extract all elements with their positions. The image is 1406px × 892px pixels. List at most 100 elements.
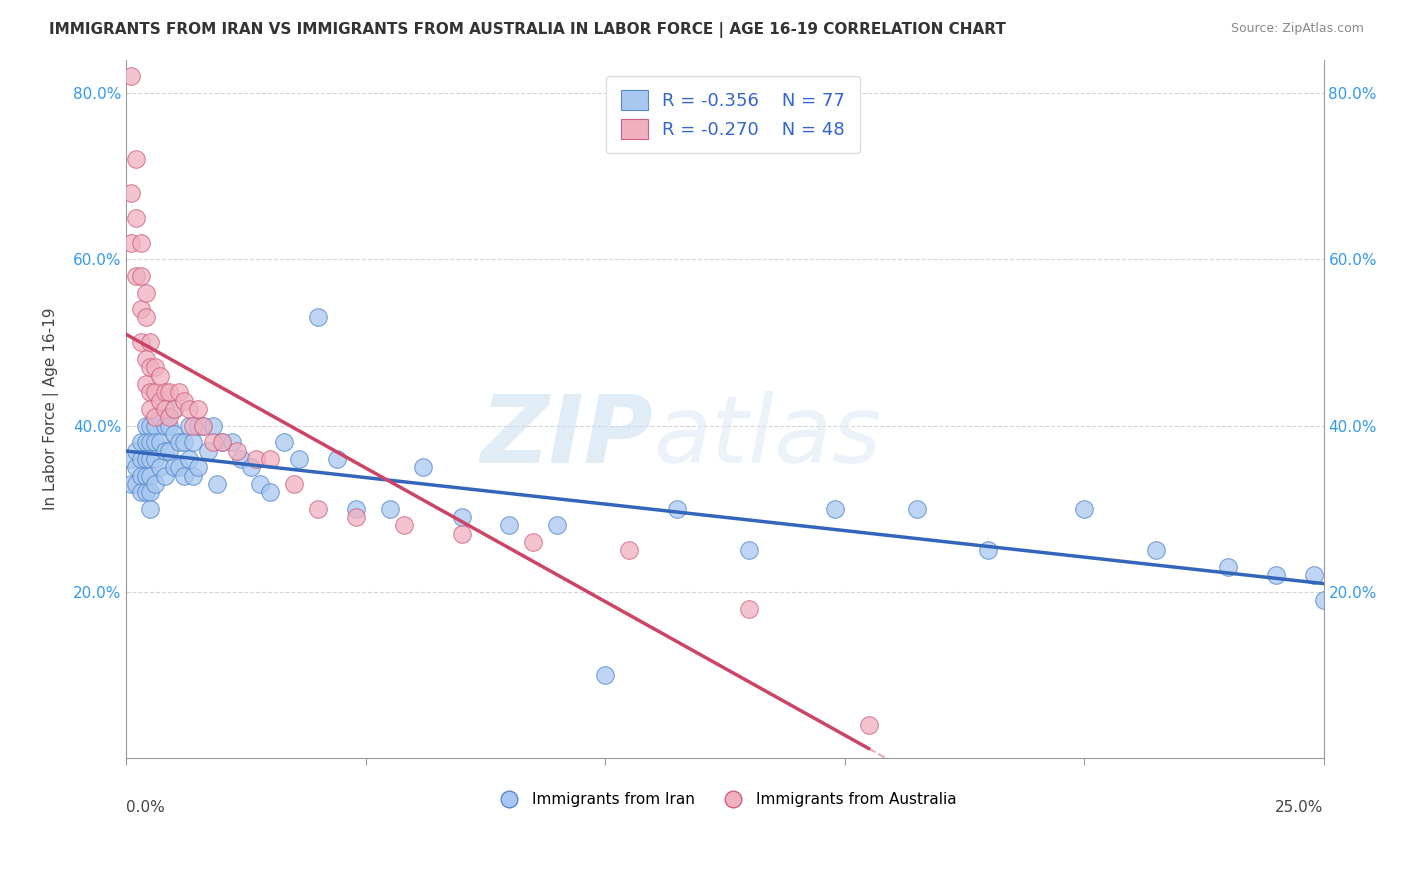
Text: ZIP: ZIP (481, 391, 654, 483)
Point (129, 302, 152, 317)
Point (120, 451, 142, 466)
Point (149, 460, 172, 475)
Point (139, 485, 162, 500)
Point (211, 435, 233, 450)
Text: 0.0%: 0.0% (127, 800, 165, 815)
Point (159, 418, 181, 433)
Point (135, 285, 157, 300)
Point (619, 543, 641, 558)
Point (283, 476, 305, 491)
Point (153, 418, 176, 433)
Point (905, 501, 928, 516)
Point (1216, 560, 1239, 574)
Point (149, 393, 172, 408)
Point (231, 451, 253, 466)
Point (149, 368, 172, 383)
Point (139, 451, 162, 466)
Point (120, 476, 142, 491)
Point (191, 418, 214, 433)
Point (1303, 568, 1326, 582)
Point (211, 435, 233, 450)
Point (187, 460, 209, 475)
Point (143, 451, 166, 466)
Point (163, 460, 186, 475)
Point (159, 410, 181, 425)
Point (125, 153, 148, 167)
Point (159, 443, 181, 458)
Point (139, 435, 162, 450)
Point (167, 435, 190, 450)
Point (183, 435, 205, 450)
Point (858, 718, 880, 732)
Point (239, 460, 262, 475)
Point (666, 501, 689, 516)
Point (153, 401, 176, 416)
Point (245, 451, 267, 466)
Point (167, 460, 190, 475)
Point (259, 451, 281, 466)
Point (225, 443, 247, 458)
Point (197, 443, 219, 458)
Point (344, 501, 367, 516)
Point (163, 401, 186, 416)
Point (129, 435, 152, 450)
Point (977, 543, 1000, 558)
Point (173, 393, 195, 408)
Point (149, 435, 172, 450)
Point (129, 451, 152, 466)
Point (450, 510, 472, 524)
Point (201, 418, 224, 433)
Text: atlas: atlas (654, 392, 882, 483)
Point (129, 468, 152, 483)
Point (125, 211, 148, 225)
Text: 25.0%: 25.0% (1275, 800, 1323, 815)
Point (183, 468, 205, 483)
Point (249, 476, 271, 491)
Point (450, 526, 472, 541)
Point (177, 401, 200, 416)
Point (143, 476, 166, 491)
Point (412, 460, 434, 475)
Point (273, 435, 295, 450)
Point (1144, 543, 1167, 558)
Point (167, 385, 190, 400)
Point (125, 476, 148, 491)
Point (135, 418, 157, 433)
Point (1073, 501, 1095, 516)
Point (129, 235, 152, 250)
Point (139, 418, 162, 433)
Point (824, 501, 846, 516)
Point (187, 418, 209, 433)
Point (139, 360, 162, 375)
Point (125, 460, 148, 475)
Point (143, 435, 166, 450)
Point (163, 401, 186, 416)
Point (125, 268, 148, 283)
Point (143, 418, 166, 433)
Point (135, 485, 157, 500)
Point (207, 476, 229, 491)
Point (149, 410, 172, 425)
Point (120, 186, 142, 200)
Point (163, 426, 186, 441)
Point (153, 385, 176, 400)
Point (522, 535, 544, 549)
Point (139, 501, 162, 516)
Point (593, 668, 616, 682)
Point (120, 69, 142, 83)
Point (153, 468, 176, 483)
Point (120, 235, 142, 250)
Point (135, 435, 157, 450)
Point (307, 501, 329, 516)
Legend: Immigrants from Iran, Immigrants from Australia: Immigrants from Iran, Immigrants from Au… (488, 787, 963, 814)
Point (135, 451, 157, 466)
Point (139, 401, 162, 416)
Point (135, 468, 157, 483)
Point (738, 543, 761, 558)
Point (191, 418, 214, 433)
Point (159, 385, 181, 400)
Text: IMMIGRANTS FROM IRAN VS IMMIGRANTS FROM AUSTRALIA IN LABOR FORCE | AGE 16-19 COR: IMMIGRANTS FROM IRAN VS IMMIGRANTS FROM … (49, 22, 1007, 38)
Point (344, 510, 367, 524)
Point (139, 385, 162, 400)
Point (129, 485, 152, 500)
